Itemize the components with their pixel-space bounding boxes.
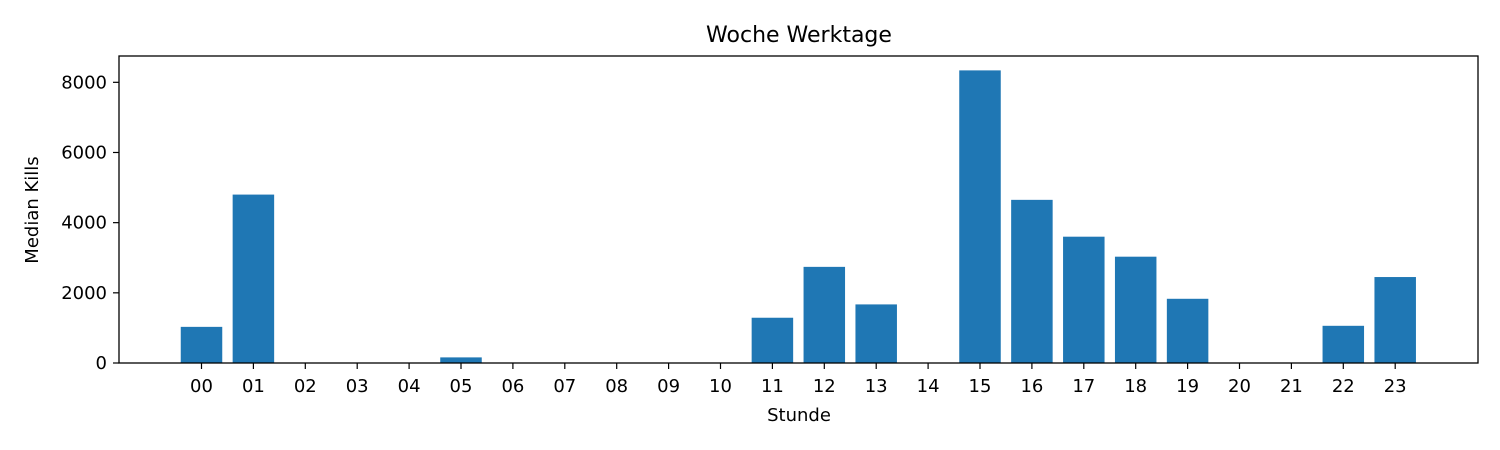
x-tick-label: 12 — [813, 376, 836, 397]
bar-23 — [1374, 277, 1416, 363]
x-tick-label: 22 — [1332, 376, 1355, 397]
bar-17 — [1063, 236, 1105, 363]
y-tick-label: 6000 — [61, 142, 107, 163]
x-axis-ticks: 00 01 02 03 04 05 06 07 08 09 10 11 12 13 14 15 16 17 18 19… — [190, 363, 1407, 397]
x-tick-label: 15 — [969, 376, 992, 397]
x-tick-label: 13 — [865, 376, 888, 397]
y-axis-label: Median Kills — [22, 156, 43, 263]
x-tick-label: 20 — [1228, 376, 1251, 397]
x-tick-label: 07 — [553, 376, 576, 397]
bar-11 — [751, 317, 794, 363]
chart-title: Woche Werktage — [706, 23, 892, 48]
bar-12 — [803, 266, 846, 363]
x-tick-label: 02 — [294, 376, 317, 397]
bars-group — [180, 70, 1416, 364]
bar-13 — [855, 304, 897, 363]
x-tick-label: 23 — [1384, 376, 1407, 397]
x-tick-label: 11 — [761, 376, 784, 397]
bar-16 — [1011, 199, 1053, 363]
y-tick-label: 8000 — [61, 72, 107, 93]
x-tick-label: 09 — [657, 376, 680, 397]
x-tick-label: 08 — [605, 376, 628, 397]
x-tick-label: 04 — [398, 376, 421, 397]
bar-05 — [440, 357, 482, 363]
x-tick-label: 06 — [501, 376, 524, 397]
x-tick-label: 17 — [1072, 376, 1095, 397]
x-axis-label: Stunde — [767, 405, 831, 426]
bar-15 — [959, 70, 1001, 364]
x-tick-label: 00 — [190, 376, 213, 397]
x-tick-label: 21 — [1280, 376, 1303, 397]
y-axis-ticks: 0 2000 4000 6000 8000 — [61, 72, 119, 374]
x-tick-label: 19 — [1176, 376, 1199, 397]
x-tick-label: 03 — [346, 376, 369, 397]
x-tick-label: 05 — [450, 376, 473, 397]
x-tick-label: 14 — [917, 376, 940, 397]
bar-18 — [1114, 256, 1157, 363]
bar-01 — [232, 194, 275, 363]
x-tick-label: 18 — [1124, 376, 1147, 397]
y-tick-label: 0 — [96, 353, 107, 374]
bar-19 — [1166, 298, 1209, 363]
bar-22 — [1322, 325, 1365, 363]
x-tick-label: 01 — [242, 376, 265, 397]
plot-frame — [118, 55, 1479, 364]
bar-00 — [180, 326, 223, 363]
y-tick-label: 2000 — [61, 283, 107, 304]
y-tick-label: 4000 — [61, 213, 107, 234]
x-tick-label: 16 — [1020, 376, 1043, 397]
x-tick-label: 10 — [709, 376, 732, 397]
